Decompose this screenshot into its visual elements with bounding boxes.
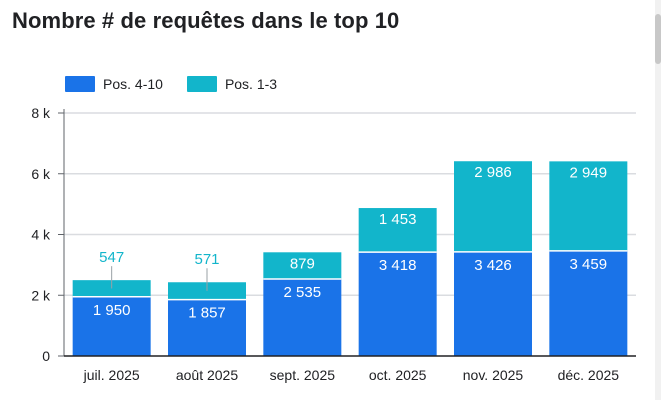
bar-pos-4-10 [549,250,628,356]
y-tick-label: 2 k [31,287,51,303]
data-label-pos-4-10: 1 950 [93,302,131,319]
legend-item-pos-1-3[interactable]: Pos. 1-3 [186,76,278,92]
x-tick-label: juil. 2025 [83,367,140,383]
bar-pos-4-10 [454,251,532,356]
data-label-pos-1-3: 2 986 [474,164,512,181]
x-tick-label: sept. 2025 [270,367,336,383]
data-label-pos-1-3: 547 [99,249,124,266]
y-tick-label: 8 k [31,105,51,121]
data-label-pos-4-10: 3 418 [379,257,417,274]
data-label-pos-4-10: 3 459 [570,256,608,273]
chart-legend: Pos. 4-10 Pos. 1-3 [65,76,277,92]
y-tick-label: 0 [42,348,50,364]
legend-label-pos-1-3: Pos. 1-3 [224,76,278,92]
chart-title: Nombre # de requêtes dans le top 10 [12,8,400,33]
y-tick-label: 6 k [31,166,51,182]
legend-item-pos-4-10[interactable]: Pos. 4-10 [65,76,163,92]
data-label-pos-4-10: 3 426 [474,257,512,274]
scrollbar-thumb[interactable] [655,14,661,64]
data-label-pos-1-3: 571 [194,251,219,268]
bar-pos-1-3 [454,161,532,252]
x-tick-label: oct. 2025 [369,367,427,383]
bar-pos-1-3 [549,161,628,251]
bar-pos-4-10 [168,299,246,356]
data-label-pos-4-10: 2 535 [284,284,322,301]
x-tick-label: déc. 2025 [558,367,620,383]
data-label-pos-1-3: 2 949 [570,164,608,181]
x-tick-label: août 2025 [176,367,238,383]
data-label-pos-1-3: 879 [290,255,315,272]
bar-pos-1-3 [358,208,437,253]
bar-pos-4-10 [358,252,437,356]
bar-pos-4-10 [72,296,151,356]
legend-label-pos-4-10: Pos. 4-10 [103,76,163,92]
vertical-scrollbar[interactable] [655,0,661,400]
data-label-pos-4-10: 1 857 [188,305,226,322]
bar-pos-4-10 [263,278,342,356]
legend-swatch-pos-1-3 [186,76,217,92]
y-tick-label: 4 k [31,227,51,243]
x-tick-label: nov. 2025 [463,367,524,383]
legend-swatch-pos-4-10 [65,76,95,92]
data-label-pos-1-3: 1 453 [379,211,417,228]
bar-pos-1-3 [263,252,342,279]
